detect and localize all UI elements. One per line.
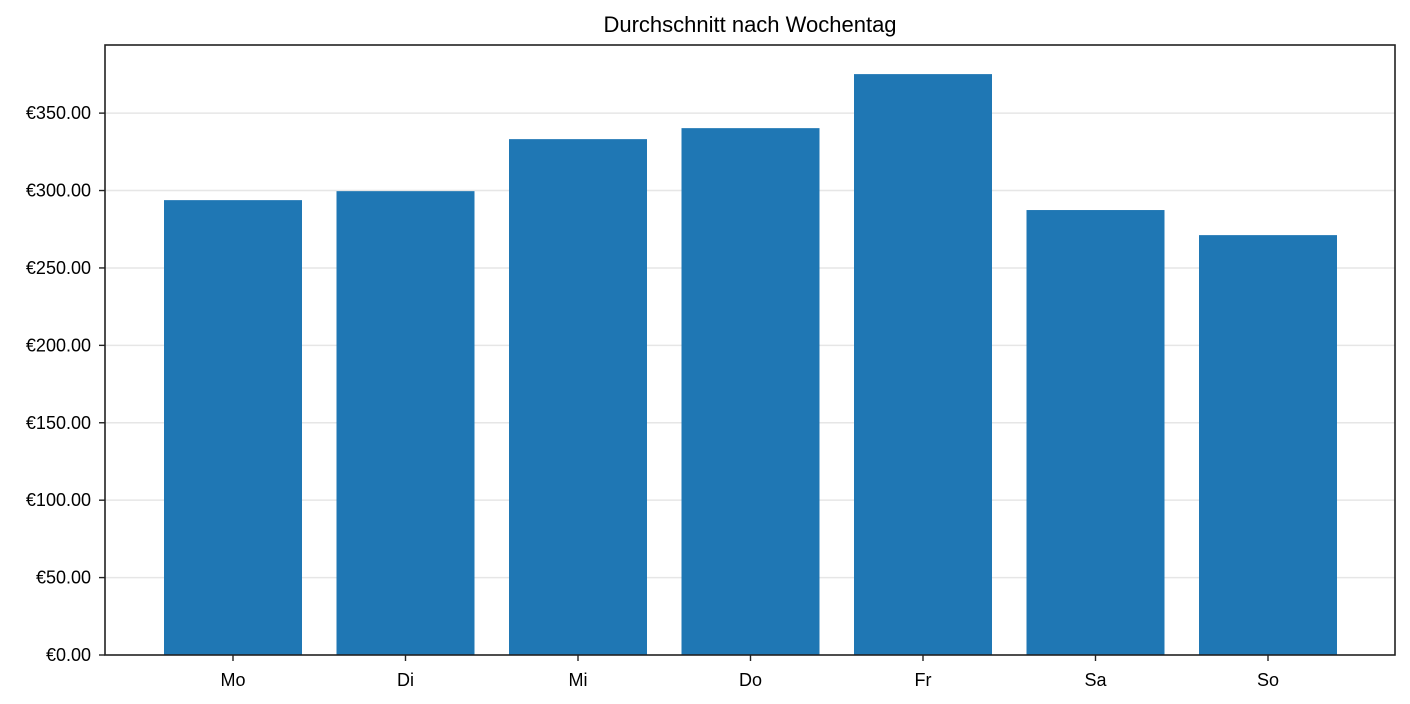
bar-sa [1026,210,1165,656]
y-tick-label: €300.00 [26,181,91,201]
y-tick-label: €250.00 [26,258,91,278]
bar-fr [854,74,992,656]
bar-mi [509,139,647,656]
x-tick-label: Do [739,670,762,690]
x-tick-label: Mo [220,670,245,690]
bar-so [1199,235,1337,655]
x-tick-label: So [1257,670,1279,690]
x-tick-label: Mi [569,670,588,690]
bar-do [681,128,820,655]
x-tick-label: Fr [915,670,932,690]
y-tick-label: €100.00 [26,490,91,510]
y-tick-label: €0.00 [46,645,91,665]
y-tick-label: €200.00 [26,335,91,355]
y-axis: €0.00 €50.00 €100.00 €150.00 €200.00 €250.00 €… [26,103,105,665]
y-tick-label: €150.00 [26,413,91,433]
y-tick-label: €50.00 [36,568,91,588]
bar-di [336,191,475,655]
y-tick-label: €350.00 [26,103,91,123]
x-tick-label: Di [397,670,414,690]
bar-mo [164,200,302,656]
bars [164,74,1337,656]
chart-title: Durchschnitt nach Wochentag [603,12,896,37]
x-axis: Mo Di Mi Do Fr Sa So [220,655,1279,690]
x-tick-label: Sa [1084,670,1107,690]
